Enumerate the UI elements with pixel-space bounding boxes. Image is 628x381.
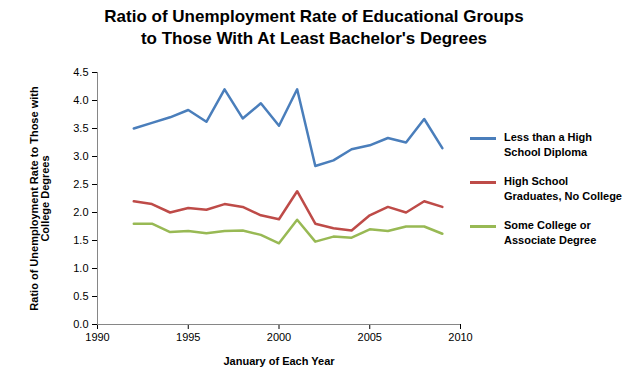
svg-text:January of Each Year: January of Each Year bbox=[223, 355, 335, 367]
html-text:Less than a High School Diplom: Less than a High School Diploma bbox=[504, 131, 592, 158]
svg-text:3.0: 3.0 bbox=[73, 150, 88, 162]
svg-text:2.5: 2.5 bbox=[73, 178, 88, 190]
svg-text:2.0: 2.0 bbox=[73, 206, 88, 218]
svg-text:0.5: 0.5 bbox=[73, 290, 88, 302]
svg-text:1.5: 1.5 bbox=[73, 234, 88, 246]
svg-text:2010: 2010 bbox=[448, 331, 472, 343]
svg-text:2000: 2000 bbox=[267, 331, 291, 343]
html-text:Ratio of Unemployment Rate of: Ratio of Unemployment Rate of Educationa… bbox=[104, 7, 524, 48]
svg-text:Ratio of Unemployment Rate to: Ratio of Unemployment Rate to Those with… bbox=[28, 86, 51, 311]
svg-text:1990: 1990 bbox=[85, 331, 109, 343]
svg-text:2005: 2005 bbox=[358, 331, 382, 343]
svg-text:3.5: 3.5 bbox=[73, 122, 88, 134]
html-text:High School Graduates, No Coll: High School Graduates, No College bbox=[504, 175, 622, 202]
svg-text:1995: 1995 bbox=[176, 331, 200, 343]
html-text:Some College or Associate Degr: Some College or Associate Degree bbox=[504, 219, 597, 246]
svg-text:4.5: 4.5 bbox=[73, 66, 88, 78]
svg-text:1.0: 1.0 bbox=[73, 262, 88, 274]
svg-text:0.0: 0.0 bbox=[73, 318, 88, 330]
svg-text:4.0: 4.0 bbox=[73, 94, 88, 106]
